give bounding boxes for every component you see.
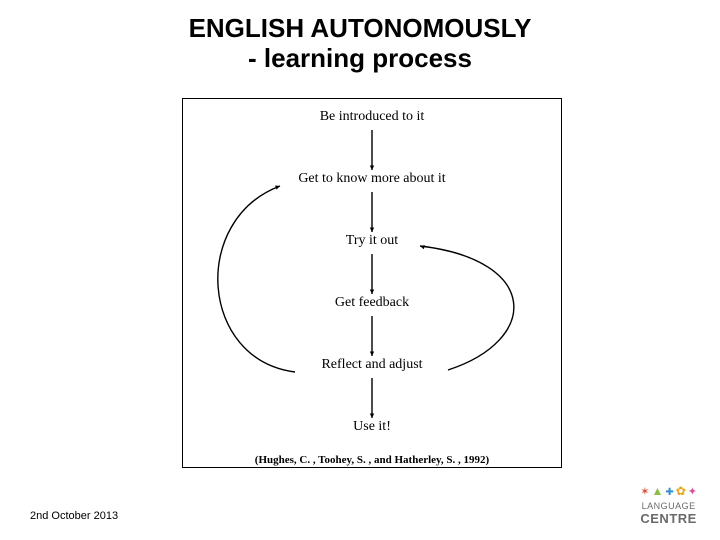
step-1: Be introduced to it [320,109,425,125]
step-4: Get feedback [335,295,409,311]
logo-glyphs: ✶▲✚✿✦ [639,483,698,499]
step-3: Try it out [346,233,398,249]
logo-glyph-icon: ✚ [665,487,673,498]
logo-glyph-icon: ✿ [676,484,686,498]
step-6: Use it! [353,419,391,435]
logo-text: LANGUAGE CENTRE [639,501,698,526]
diagram-frame [182,98,562,468]
slide-title: ENGLISH AUTONOMOUSLY - learning process [0,14,720,74]
logo-glyph-icon: ✶ [640,486,649,498]
logo-glyph-icon: ▲ [651,484,663,498]
logo-glyph-icon: ✦ [688,486,697,498]
slide: ENGLISH AUTONOMOUSLY - learning process … [0,0,720,540]
step-5: Reflect and adjust [321,357,422,373]
title-line1: ENGLISH AUTONOMOUSLY [189,13,532,43]
footer-date: 2nd October 2013 [30,510,118,522]
brand-logo: ✶▲✚✿✦ LANGUAGE CENTRE [639,483,698,526]
logo-line1: LANGUAGE [639,501,698,511]
logo-line2: CENTRE [639,511,698,526]
step-2: Get to know more about it [298,171,445,187]
title-line2: - learning process [248,43,472,73]
diagram-citation: (Hughes, C. , Toohey, S. , and Hatherley… [255,454,489,466]
